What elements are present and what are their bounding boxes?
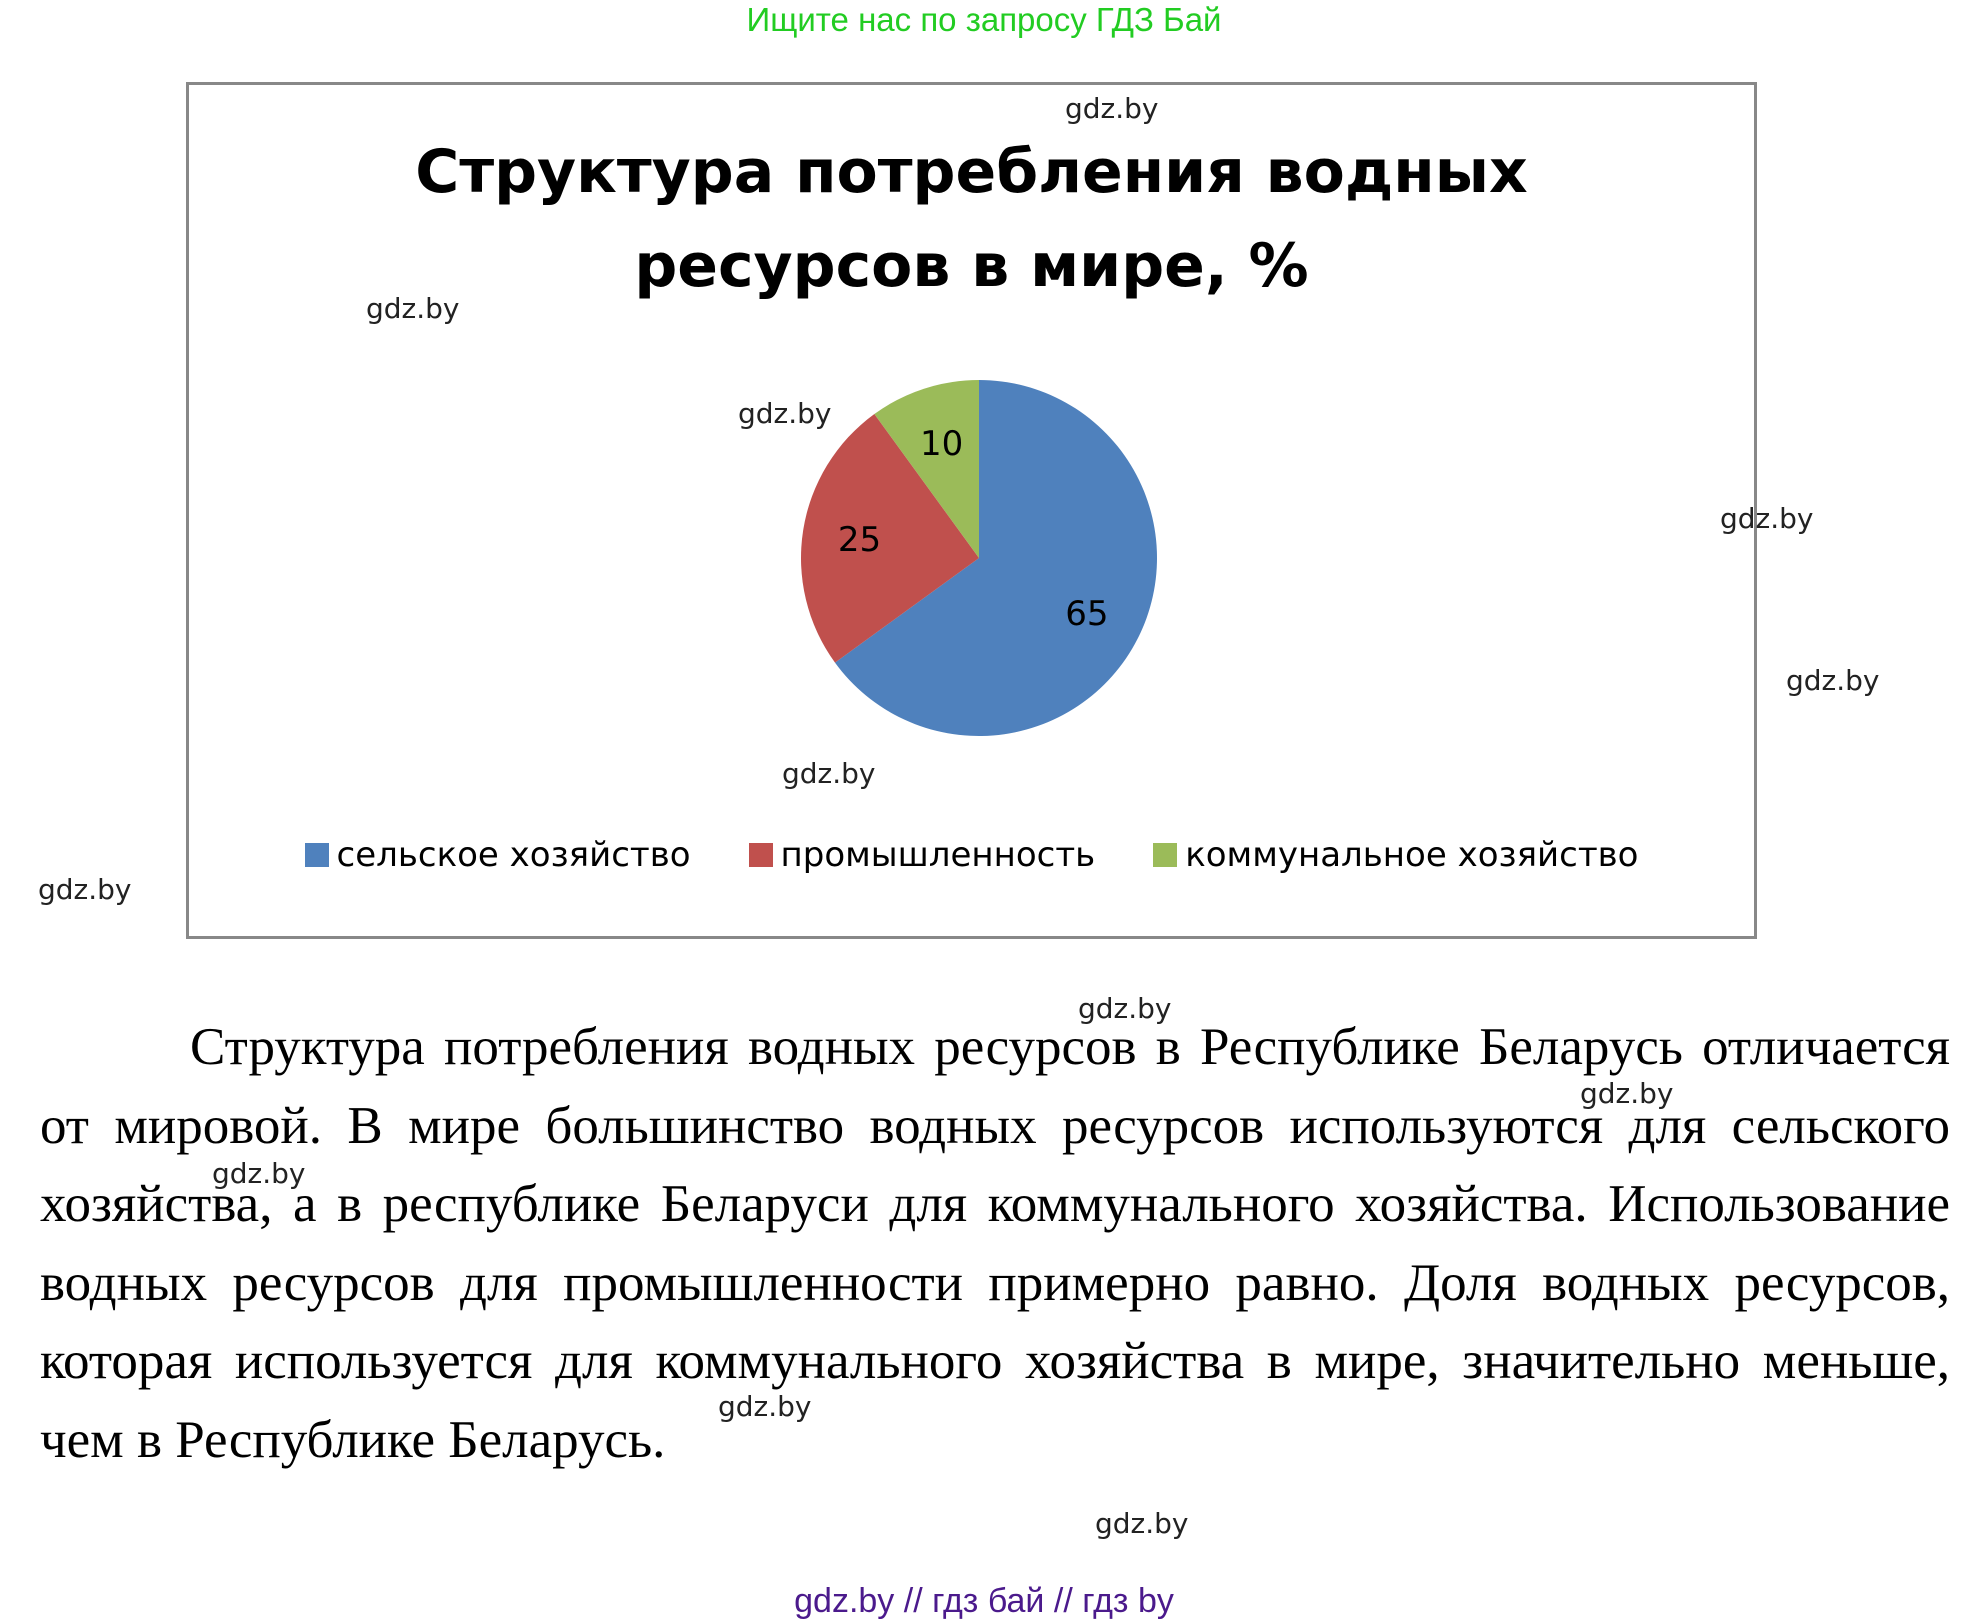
chart-title-line1: Структура потребления водных	[415, 137, 1528, 207]
legend-label: сельское хозяйство	[336, 835, 691, 875]
chart-title-line2: ресурсов в мире, %	[634, 231, 1309, 301]
chart-legend: сельское хозяйство промышленность коммун…	[189, 835, 1754, 875]
legend-item-agriculture: сельское хозяйство	[304, 835, 691, 875]
watermark: gdz.by	[1786, 664, 1880, 697]
pie-plot: 65 25 10	[801, 380, 1157, 736]
data-label-industry: 25	[838, 520, 881, 560]
pie-slice-municipal	[874, 380, 979, 558]
pie-chart: Структура потребления водных ресурсов в …	[186, 82, 1757, 939]
watermark: gdz.by	[1078, 992, 1172, 1025]
watermark: gdz.by	[212, 1157, 306, 1190]
watermark: gdz.by	[782, 757, 876, 790]
search-banner: Ищите нас по запросу ГДЗ Бай	[746, 1, 1222, 38]
legend-swatch-green	[1153, 843, 1178, 867]
watermark: gdz.by	[718, 1390, 812, 1423]
pie-slice-industry	[801, 413, 979, 663]
legend-item-industry: промышленность	[748, 835, 1096, 875]
legend-item-municipal: коммунальное хозяйство	[1153, 835, 1638, 875]
watermark: gdz.by	[38, 873, 132, 906]
pie-slice-agriculture	[834, 380, 1157, 736]
watermark: gdz.by	[1580, 1077, 1674, 1110]
legend-swatch-red	[748, 843, 773, 867]
watermark: gdz.by	[1065, 92, 1159, 125]
legend-label: коммунальное хозяйство	[1185, 835, 1639, 875]
footer-links: gdz.by // гдз бай // гдз by	[794, 1582, 1174, 1620]
watermark: gdz.by	[738, 397, 832, 430]
watermark: gdz.by	[1720, 502, 1814, 535]
legend-swatch-blue	[304, 843, 329, 867]
legend-label: промышленность	[780, 835, 1096, 875]
body-paragraph: Структура потребления водных ресурсов в …	[40, 1018, 1950, 1469]
data-label-municipal: 10	[920, 424, 963, 464]
watermark: gdz.by	[1095, 1507, 1189, 1540]
chart-title: Структура потребления водных ресурсов в …	[189, 125, 1754, 313]
data-label-agriculture: 65	[1065, 594, 1108, 634]
watermark: gdz.by	[366, 292, 460, 325]
